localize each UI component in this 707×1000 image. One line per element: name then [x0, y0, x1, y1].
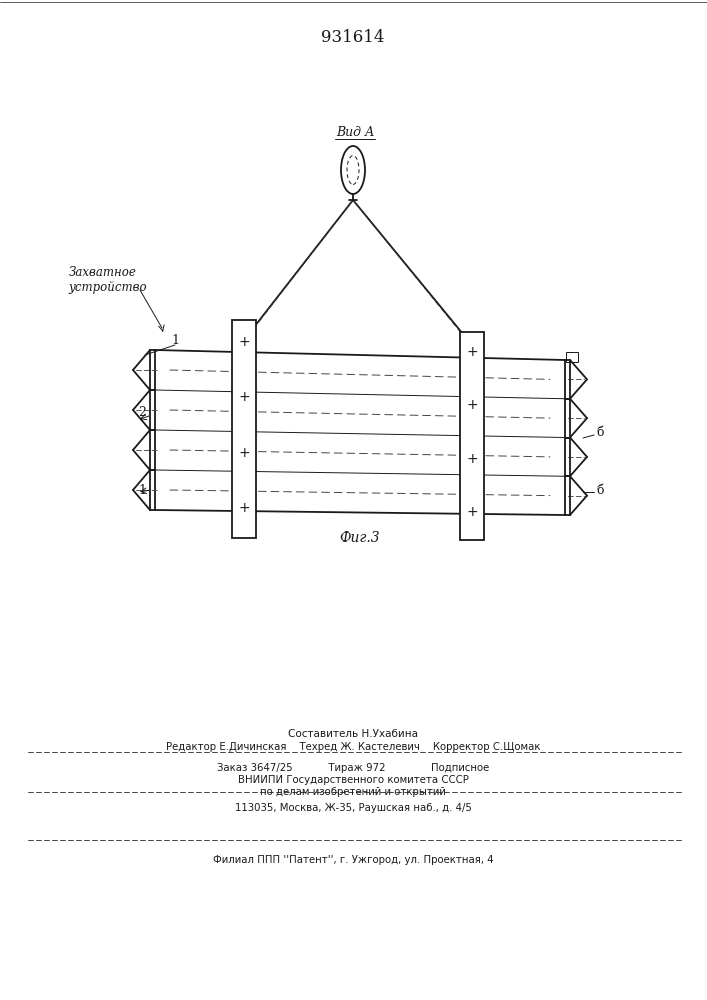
- Bar: [460, 332, 484, 540]
- Text: +: +: [466, 345, 478, 359]
- Text: +: +: [238, 390, 250, 404]
- Text: б: б: [596, 484, 604, 496]
- Text: Фиг.3: Фиг.3: [339, 531, 380, 545]
- Text: ВНИИПИ Государственного комитета СССР: ВНИИПИ Государственного комитета СССР: [238, 775, 469, 785]
- Text: по делам изобретений и открытий: по делам изобретений и открытий: [260, 787, 446, 797]
- Text: +: +: [238, 446, 250, 460]
- Bar: [566, 352, 578, 362]
- Text: +: +: [238, 335, 250, 349]
- Text: 113035, Москва, Ж-35, Раушская наб., д. 4/5: 113035, Москва, Ж-35, Раушская наб., д. …: [235, 803, 472, 813]
- Text: +: +: [466, 398, 478, 412]
- Text: 1: 1: [138, 484, 146, 496]
- Bar: [232, 320, 256, 538]
- Text: 931614: 931614: [321, 28, 385, 45]
- Text: 1: 1: [171, 334, 179, 347]
- Text: Редактор Е.Дичинская    Техред Ж. Кастелевич    Корректор С.Щомак: Редактор Е.Дичинская Техред Ж. Кастелеви…: [165, 742, 540, 752]
- Text: Филиал ППП ''Патент'', г. Ужгород, ул. Проектная, 4: Филиал ППП ''Патент'', г. Ужгород, ул. П…: [213, 855, 493, 865]
- Text: +: +: [466, 452, 478, 466]
- Text: +: +: [466, 505, 478, 519]
- Text: б: б: [596, 426, 604, 440]
- Text: Заказ 3647/25           Тираж 972              Подписное: Заказ 3647/25 Тираж 972 Подписное: [217, 763, 489, 773]
- Text: 2: 2: [138, 406, 146, 418]
- Text: Вид А: Вид А: [336, 125, 374, 138]
- Text: Составитель Н.Ухабина: Составитель Н.Ухабина: [288, 729, 418, 739]
- Text: Захватное
устройство: Захватное устройство: [69, 266, 147, 294]
- Text: +: +: [238, 501, 250, 515]
